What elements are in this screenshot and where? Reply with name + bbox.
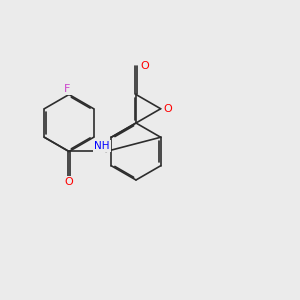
Text: F: F <box>64 84 71 94</box>
Text: O: O <box>140 61 149 71</box>
Text: O: O <box>64 177 74 187</box>
Text: O: O <box>163 104 172 114</box>
Text: NH: NH <box>94 141 110 151</box>
